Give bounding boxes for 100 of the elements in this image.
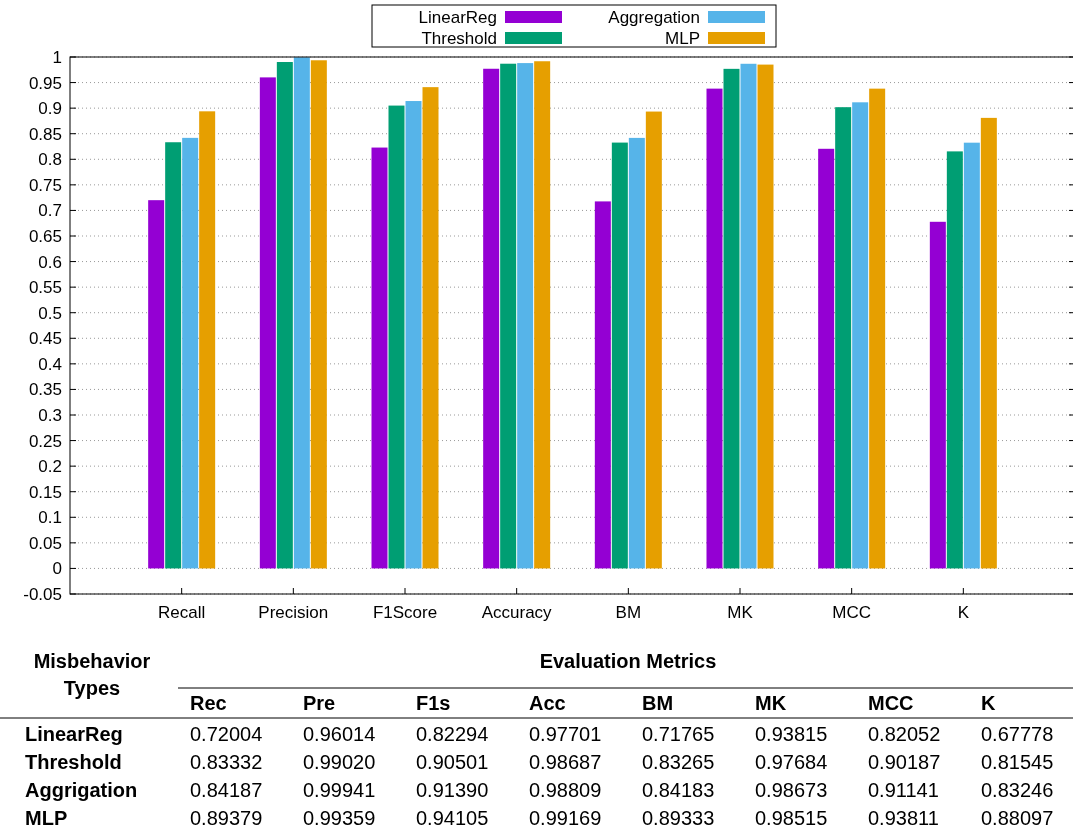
data-label: 0.83265 bbox=[642, 751, 715, 773]
bar bbox=[757, 64, 774, 569]
bar bbox=[199, 111, 216, 569]
data-label: 0.94105 bbox=[416, 807, 489, 829]
data-label: 0.84187 bbox=[190, 779, 263, 801]
x-tick-label: Accuracy bbox=[481, 603, 553, 622]
data-label: 0.93815 bbox=[755, 723, 828, 745]
y-tick-label: 0.6 bbox=[38, 252, 62, 272]
bar bbox=[500, 63, 517, 569]
bar bbox=[371, 147, 388, 569]
y-tick-label: 0.15 bbox=[28, 482, 62, 502]
bar bbox=[628, 137, 645, 569]
bar bbox=[483, 68, 500, 569]
x-tick-label: Recall bbox=[158, 603, 206, 622]
text: F1s bbox=[416, 692, 451, 714]
bar bbox=[293, 57, 310, 569]
bar bbox=[534, 61, 551, 569]
bar bbox=[869, 88, 886, 569]
y-tick-label: 1 bbox=[52, 47, 62, 67]
y-tick-label: 0.2 bbox=[38, 457, 62, 477]
data-label: 0.91390 bbox=[416, 779, 489, 801]
x-tick-label: Precision bbox=[258, 603, 329, 622]
y-tick-label: 0.1 bbox=[38, 508, 62, 528]
legend-label: Aggregation bbox=[608, 7, 700, 27]
y-tick-label: 0.25 bbox=[28, 431, 62, 451]
y-tick-label: 0.4 bbox=[38, 354, 62, 374]
text: MK bbox=[755, 692, 787, 714]
data-label: 0.88097 bbox=[981, 807, 1054, 829]
bar bbox=[723, 68, 740, 569]
bar bbox=[259, 77, 276, 569]
text: K bbox=[981, 692, 996, 714]
text: MLP bbox=[25, 807, 68, 829]
data-label: 0.99941 bbox=[303, 779, 376, 801]
bar bbox=[517, 63, 534, 569]
bar bbox=[852, 102, 869, 569]
data-label: 0.98687 bbox=[529, 751, 602, 773]
x-tick-label: MK bbox=[727, 603, 754, 622]
bar bbox=[835, 107, 852, 569]
y-tick-label: 0.85 bbox=[28, 124, 62, 144]
y-tick-label: 0.75 bbox=[28, 175, 62, 195]
bar bbox=[963, 142, 980, 569]
data-label: 0.98673 bbox=[755, 779, 828, 801]
text: Threshold bbox=[25, 751, 122, 773]
bar bbox=[706, 88, 723, 569]
text: Evaluation Metrics bbox=[539, 650, 717, 672]
legend-label: Threshold bbox=[421, 28, 497, 48]
text: Pre bbox=[303, 692, 336, 714]
data-label: 0.99359 bbox=[303, 807, 376, 829]
x-tick-label: MCC bbox=[832, 603, 872, 622]
y-tick-label: 0.7 bbox=[38, 201, 62, 221]
data-label: 0.97684 bbox=[755, 751, 828, 773]
data-label: 0.99169 bbox=[529, 807, 602, 829]
data-label: 0.83246 bbox=[981, 779, 1054, 801]
bar bbox=[310, 60, 327, 569]
bar bbox=[405, 101, 422, 569]
bar bbox=[276, 62, 293, 569]
data-label: 0.89333 bbox=[642, 807, 715, 829]
data-label: 0.99020 bbox=[303, 751, 376, 773]
data-label: 0.89379 bbox=[190, 807, 263, 829]
y-tick-label: 0.45 bbox=[28, 329, 62, 349]
y-tick-label: 0.95 bbox=[28, 73, 62, 93]
bar bbox=[594, 201, 611, 569]
bar bbox=[182, 137, 199, 569]
data-label: 0.67778 bbox=[981, 723, 1054, 745]
text: Misbehavior Types bbox=[33, 650, 151, 699]
bar bbox=[645, 111, 662, 569]
y-tick-label: 0.55 bbox=[28, 278, 62, 298]
data-label: 0.83332 bbox=[190, 751, 263, 773]
data-label: 0.71765 bbox=[642, 723, 715, 745]
y-tick-label: -0.05 bbox=[23, 584, 62, 604]
x-tick-label: F1Score bbox=[372, 603, 438, 622]
y-tick-label: 0.65 bbox=[28, 226, 62, 246]
data-label: 0.96014 bbox=[303, 723, 376, 745]
data-label: 0.72004 bbox=[190, 723, 263, 745]
bar bbox=[740, 63, 757, 569]
data-label: 0.90501 bbox=[416, 751, 489, 773]
data-label: 0.98515 bbox=[755, 807, 828, 829]
bar bbox=[422, 87, 439, 569]
y-tick-label: 0.8 bbox=[38, 150, 62, 170]
y-tick-label: 0.9 bbox=[38, 99, 62, 119]
legend-label: LinearReg bbox=[418, 7, 497, 27]
x-tick-label: BM bbox=[615, 603, 642, 622]
y-tick-label: 0 bbox=[52, 559, 62, 579]
data-label: 0.97701 bbox=[529, 723, 602, 745]
bar bbox=[980, 117, 997, 569]
text: MCC bbox=[868, 692, 914, 714]
data-label: 0.84183 bbox=[642, 779, 715, 801]
bar bbox=[388, 105, 405, 569]
legend-label: MLP bbox=[665, 28, 700, 48]
bar bbox=[946, 151, 963, 569]
data-label: 0.82052 bbox=[868, 723, 941, 745]
data-label: 0.91141 bbox=[868, 779, 939, 801]
data-label: 0.81545 bbox=[981, 751, 1054, 773]
x-tick-label: K bbox=[957, 603, 970, 622]
data-label: 0.82294 bbox=[416, 723, 489, 745]
y-tick-label: 0.35 bbox=[28, 380, 62, 400]
y-tick-label: 0.3 bbox=[38, 405, 62, 425]
text: Rec bbox=[190, 692, 227, 714]
bar bbox=[611, 142, 628, 569]
y-tick-label: 0.5 bbox=[38, 303, 62, 323]
